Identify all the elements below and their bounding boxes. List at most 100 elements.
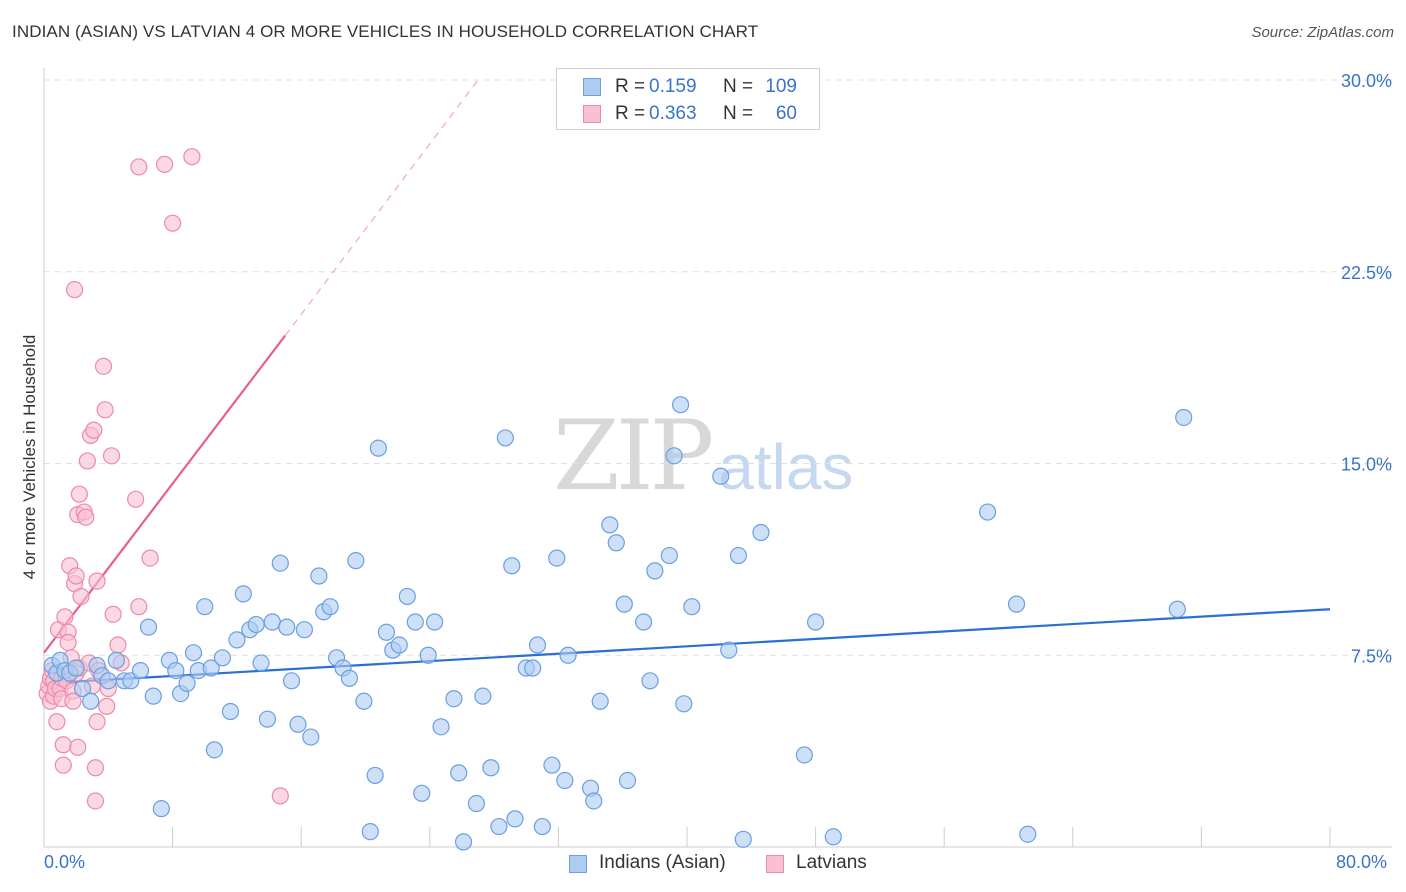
point-latvians (130, 158, 148, 176)
point-indians (979, 503, 997, 521)
point-indians (671, 396, 690, 414)
point-indians (271, 554, 289, 572)
point-indians (310, 567, 328, 585)
r-label: R = (615, 76, 646, 97)
point-latvians (72, 587, 90, 606)
point-indians (139, 618, 158, 636)
point-indians (167, 661, 185, 680)
point-latvians (88, 713, 106, 731)
point-indians (474, 687, 492, 705)
point-indians (258, 710, 277, 728)
point-indians (556, 771, 574, 790)
point-latvians (88, 572, 106, 590)
point-latvians (78, 452, 97, 470)
r-value: 0.363 (649, 103, 697, 124)
point-indians (234, 585, 252, 603)
point-indians (390, 636, 408, 654)
point-latvians (70, 485, 88, 503)
point-indians (366, 766, 384, 785)
data-points (38, 148, 1193, 851)
point-indians (591, 692, 609, 710)
point-latvians (271, 787, 289, 805)
point-indians (340, 669, 359, 687)
point-indians (496, 429, 514, 447)
point-indians (634, 613, 653, 631)
point-indians (196, 598, 214, 616)
point-indians (247, 615, 265, 634)
point-indians (646, 562, 664, 580)
point-indians (533, 817, 551, 836)
point-indians (202, 659, 220, 677)
point-latvians (56, 608, 74, 626)
point-indians (144, 687, 162, 705)
point-indians (450, 764, 468, 782)
point-indians (585, 792, 603, 810)
legend-swatch-pink (766, 855, 784, 873)
point-indians (289, 715, 307, 733)
point-indians (377, 623, 395, 641)
point-indians (107, 651, 125, 669)
point-indians (824, 828, 842, 846)
point-indians (432, 718, 450, 736)
r-label: R = (615, 103, 646, 124)
grid-lines (44, 79, 1392, 656)
point-indians (445, 690, 463, 708)
point-indians (618, 771, 637, 790)
point-latvians (164, 214, 182, 232)
point-indians (263, 613, 281, 631)
point-indians (660, 546, 678, 565)
point-indians (607, 534, 625, 552)
point-indians (184, 644, 203, 662)
point-indians (321, 598, 339, 616)
point-latvians (127, 490, 145, 508)
point-indians (347, 552, 365, 570)
point-indians (426, 613, 444, 631)
y-tick-label: 7.5% (1351, 646, 1392, 666)
point-latvians (98, 697, 116, 715)
point-indians (806, 613, 825, 631)
legend-swatch-blue (569, 855, 587, 873)
point-indians (355, 692, 373, 710)
y-tick-label: 22.5% (1341, 263, 1392, 283)
point-indians (490, 817, 508, 836)
point-indians (1007, 595, 1026, 613)
point-indians (282, 672, 301, 690)
point-indians (734, 830, 752, 848)
stats-row-latvians: R = 0.363 N = 60 (557, 100, 819, 128)
point-latvians (86, 759, 105, 777)
point-indians (1175, 408, 1193, 427)
y-tick-label: 15.0% (1341, 455, 1392, 475)
point-indians (454, 833, 473, 851)
point-latvians (59, 633, 77, 652)
stats-row-indians: R = 0.159 N = 109 (557, 73, 819, 101)
point-latvians (54, 736, 72, 754)
r-value: 0.159 (649, 76, 697, 97)
point-latvians (141, 549, 159, 567)
point-indians (413, 784, 431, 802)
point-indians (675, 695, 693, 713)
point-latvians (183, 148, 201, 166)
point-latvians (102, 447, 121, 465)
point-indians (665, 447, 683, 465)
point-indians (543, 756, 561, 774)
point-indians (221, 702, 240, 721)
legend: Indians (Asian) Latvians (0, 852, 1406, 876)
point-indians (73, 679, 92, 698)
source-label: Source: ZipAtlas.com (1251, 24, 1394, 41)
point-latvians (86, 792, 105, 810)
point-indians (369, 439, 387, 457)
point-latvians (67, 567, 85, 585)
stats-swatch-blue (583, 78, 601, 96)
point-indians (398, 587, 416, 606)
point-latvians (109, 636, 127, 654)
point-indians (1019, 825, 1037, 843)
point-indians (178, 674, 196, 692)
point-indians (131, 661, 150, 680)
point-indians (729, 546, 748, 565)
point-indians (361, 823, 379, 841)
point-latvians (155, 155, 174, 173)
point-indians (503, 557, 521, 575)
trend-line-latvians-extension (284, 79, 479, 337)
legend-label: Indians (Asian) (599, 852, 726, 873)
n-value: 60 (775, 103, 797, 124)
